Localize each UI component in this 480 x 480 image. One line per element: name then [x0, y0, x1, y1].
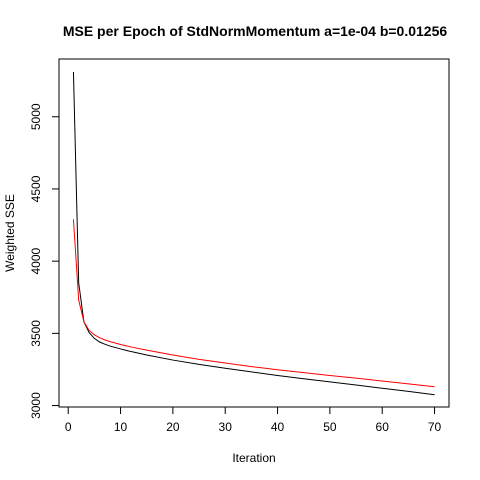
x-tick-label: 50	[323, 420, 337, 434]
plot-frame	[58, 58, 450, 408]
x-tick-label: 0	[65, 420, 72, 434]
chart-title: MSE per Epoch of StdNormMomentum a=1e-04…	[63, 23, 448, 39]
x-axis-label: Iteration	[232, 451, 275, 465]
y-tick-label: 4500	[29, 175, 43, 202]
y-tick-label: 5000	[29, 103, 43, 130]
y-axis: 3000 3500 4000 4500 5000	[29, 103, 60, 419]
series-layer	[72, 71, 435, 396]
series-line-1	[72, 71, 435, 396]
x-tick-label: 40	[271, 420, 285, 434]
series-line-2	[72, 219, 435, 388]
x-tick-label: 10	[114, 420, 128, 434]
x-axis: 0 10 20 30 40 50 60 70	[65, 406, 442, 434]
y-tick-label: 3000	[29, 392, 43, 419]
y-axis-label: Weighted SSE	[3, 194, 17, 272]
x-tick-label: 20	[166, 420, 180, 434]
y-tick-label: 3500	[29, 320, 43, 347]
x-tick-label: 60	[376, 420, 390, 434]
x-tick-label: 30	[219, 420, 233, 434]
y-tick-label: 4000	[29, 247, 43, 274]
x-tick-label: 70	[428, 420, 442, 434]
